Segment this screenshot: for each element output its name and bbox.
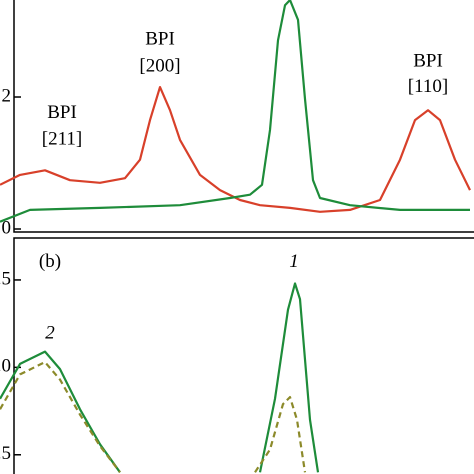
annotation: 1 [289,251,299,272]
annotation: BPI [145,29,175,50]
y-tick-label: 0.5 [0,443,11,464]
y-tick-label: 0 [2,217,12,238]
series-line [0,282,320,473]
annotation: [211] [42,128,82,149]
annotation: 2 [45,323,55,344]
y-tick-label: 2 [2,85,12,106]
annotation: [200] [139,56,180,77]
frame [13,0,474,233]
annotation: [110] [408,76,448,97]
series-line [0,0,470,223]
annotation: BPI [413,50,443,71]
y-tick-label: 1.0 [0,356,11,377]
y-tick-label: 1.5 [0,268,11,289]
series-line [0,361,307,473]
annotation: BPI [47,102,77,123]
annotation: (b) [39,251,61,272]
frame [13,237,474,474]
series-line [0,86,471,213]
